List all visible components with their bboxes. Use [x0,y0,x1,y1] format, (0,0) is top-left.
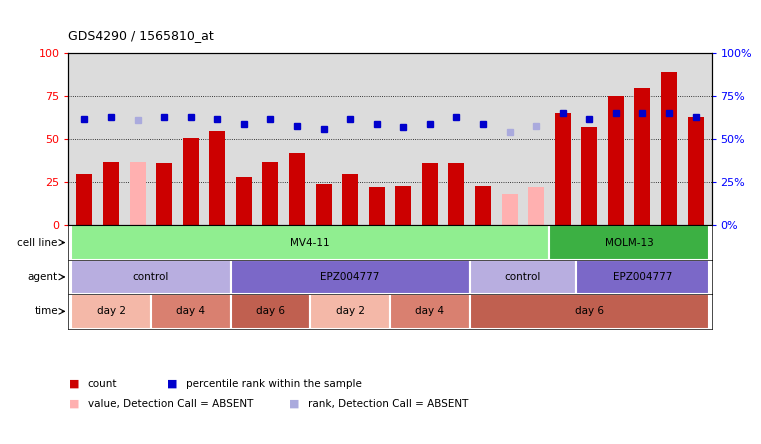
Text: MV4-11: MV4-11 [291,238,330,248]
Text: day 4: day 4 [416,306,444,317]
Text: day 2: day 2 [336,306,365,317]
Text: GDS4290 / 1565810_at: GDS4290 / 1565810_at [68,29,215,42]
Bar [129,162,145,226]
Bar [231,294,310,329]
Text: count: count [88,379,117,389]
Bar [103,162,119,226]
Bar [688,117,704,226]
Text: rank, Detection Call = ABSENT: rank, Detection Call = ABSENT [308,399,469,409]
Text: cell line: cell line [18,238,58,248]
Bar [635,88,651,226]
Bar [369,187,385,226]
Bar [422,163,438,226]
Text: EPZ004777: EPZ004777 [613,272,672,282]
Bar [236,177,252,226]
Text: time: time [34,306,58,317]
Text: MOLM-13: MOLM-13 [605,238,654,248]
Bar [581,127,597,226]
Bar [448,163,464,226]
Text: percentile rank within the sample: percentile rank within the sample [186,379,362,389]
Bar [395,186,411,226]
Text: ■: ■ [289,399,300,409]
Text: EPZ004777: EPZ004777 [320,272,380,282]
Text: value, Detection Call = ABSENT: value, Detection Call = ABSENT [88,399,253,409]
Text: day 4: day 4 [177,306,205,317]
Text: day 6: day 6 [575,306,603,317]
Bar [71,260,231,294]
Bar [71,226,549,260]
Bar [555,114,571,226]
Bar [661,72,677,226]
Bar [316,184,332,226]
Text: ■: ■ [68,399,79,409]
Text: control: control [132,272,169,282]
Text: control: control [505,272,541,282]
Bar [390,294,470,329]
Bar [608,96,624,226]
Bar [549,226,709,260]
Bar [289,153,305,226]
Text: ■: ■ [68,379,79,389]
Text: day 2: day 2 [97,306,126,317]
Bar [76,174,92,226]
Bar [475,186,491,226]
Text: ■: ■ [167,379,178,389]
Bar [310,294,390,329]
Bar [576,260,709,294]
Bar [501,194,517,226]
Bar [71,294,151,329]
Bar [156,163,172,226]
Bar [470,294,709,329]
Bar [183,138,199,226]
Bar [151,294,231,329]
Bar [209,131,225,226]
Bar [528,187,544,226]
Text: agent: agent [27,272,58,282]
Bar [470,260,576,294]
Bar [263,162,279,226]
Text: day 6: day 6 [256,306,285,317]
Bar [231,260,470,294]
Bar [342,174,358,226]
